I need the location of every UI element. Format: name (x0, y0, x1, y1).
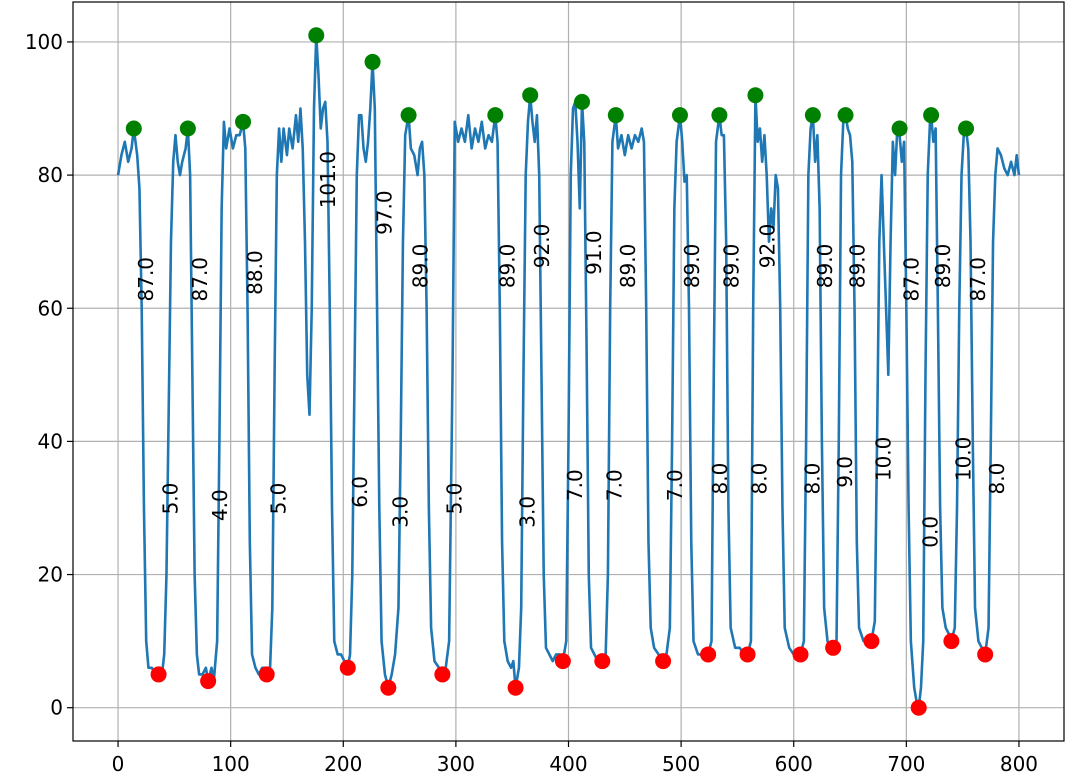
x-tick-label: 300 (437, 752, 475, 776)
x-tick-label: 700 (887, 752, 925, 776)
point (339, 659, 356, 676)
point-label: 3.0 (516, 496, 540, 528)
point-label: 8.0 (985, 463, 1009, 495)
point-label: 8.0 (800, 463, 824, 495)
point (943, 633, 960, 650)
point-label: 10.0 (871, 437, 895, 482)
point-label: 89.0 (931, 244, 955, 289)
point-label: 4.0 (208, 489, 232, 521)
point (434, 666, 451, 683)
y-tick-label: 0 (50, 696, 63, 720)
point-label: 5.0 (267, 483, 291, 515)
point (308, 27, 325, 44)
y-tick-label: 40 (38, 429, 63, 453)
point (200, 673, 217, 690)
point-label: 91.0 (582, 230, 606, 275)
point (400, 107, 417, 124)
point-label: 89.0 (846, 244, 870, 289)
point (739, 646, 756, 663)
x-tick-label: 200 (324, 752, 362, 776)
point-label: 92.0 (755, 224, 779, 269)
point (910, 699, 927, 716)
point (655, 653, 672, 670)
point-label: 0.0 (919, 516, 943, 548)
point (235, 113, 252, 130)
point (804, 107, 821, 124)
point (825, 639, 842, 656)
point (792, 646, 809, 663)
point (891, 120, 908, 137)
point (574, 93, 591, 110)
point (258, 666, 275, 683)
y-tick-label: 100 (25, 30, 63, 54)
point (594, 653, 611, 670)
point (150, 666, 167, 683)
point-label: 8.0 (748, 463, 772, 495)
point (700, 646, 717, 663)
point-label: 87.0 (966, 257, 990, 302)
x-tick-label: 400 (549, 752, 587, 776)
point (380, 679, 397, 696)
point (522, 87, 539, 104)
point-label: 101.0 (316, 151, 340, 208)
point (607, 107, 624, 124)
plot-area: 87.0 87.0 88.0 101.0 97.0 89.0 89.0 92.0 91.0 89.… (116, 27, 1021, 716)
point-label: 97.0 (373, 190, 397, 235)
x-tick-label: 0 (112, 752, 125, 776)
point-label: 10.0 (951, 437, 975, 482)
point-label: 89.0 (409, 244, 433, 289)
x-tick-label: 600 (775, 752, 813, 776)
x-tick-label: 100 (212, 752, 250, 776)
point (507, 679, 524, 696)
y-tick-label: 20 (38, 563, 63, 587)
point (487, 107, 504, 124)
point (923, 107, 940, 124)
y-tick-label: 60 (38, 296, 63, 320)
point-label: 92.0 (530, 224, 554, 269)
point-label: 87.0 (188, 257, 212, 302)
x-tick-label: 800 (1000, 752, 1038, 776)
point-label: 9.0 (833, 456, 857, 488)
point-label: 87.0 (900, 257, 924, 302)
point (711, 107, 728, 124)
point-label: 87.0 (134, 257, 158, 302)
point-label: 89.0 (616, 244, 640, 289)
point (837, 107, 854, 124)
axes: 0 100 200 300 400 500 600 700 800 0 20 40 60 80 100 (25, 30, 1038, 776)
point (958, 120, 975, 137)
point-label: 5.0 (159, 483, 183, 515)
point-label: 3.0 (388, 496, 412, 528)
x-tick-label: 500 (662, 752, 700, 776)
point (179, 120, 196, 137)
point-label: 88.0 (243, 250, 267, 295)
y-tick-label: 80 (38, 163, 63, 187)
point (125, 120, 142, 137)
point (364, 53, 381, 70)
point-label: 8.0 (708, 463, 732, 495)
point (671, 107, 688, 124)
point (863, 633, 880, 650)
point-label: 7.0 (563, 469, 587, 501)
point-label: 6.0 (348, 476, 372, 508)
point (554, 653, 571, 670)
point (747, 87, 764, 104)
point-label: 7.0 (602, 469, 626, 501)
point (977, 646, 994, 663)
point-label: 89.0 (813, 244, 837, 289)
point-label: 7.0 (663, 469, 687, 501)
point-label: 5.0 (442, 483, 466, 515)
point-label: 89.0 (495, 244, 519, 289)
point-label: 89.0 (680, 244, 704, 289)
point-label: 89.0 (719, 244, 743, 289)
